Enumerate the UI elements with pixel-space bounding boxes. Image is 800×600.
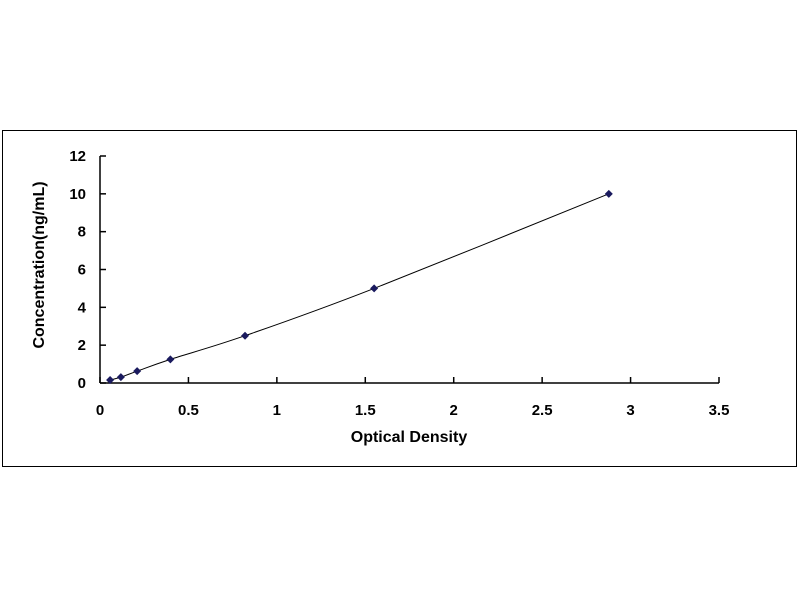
x-tick-label: 0.5 bbox=[178, 402, 199, 419]
x-tick-label: 1 bbox=[273, 402, 281, 419]
data-point bbox=[106, 376, 115, 385]
data-point bbox=[133, 367, 142, 376]
x-tick-label: 3 bbox=[626, 402, 634, 419]
x-tick-label: 3.5 bbox=[709, 402, 730, 419]
y-tick-label: 6 bbox=[78, 262, 86, 279]
data-point bbox=[166, 355, 175, 364]
data-point bbox=[604, 189, 613, 198]
x-tick-label: 2 bbox=[450, 402, 458, 419]
x-tick-label: 1.5 bbox=[355, 402, 376, 419]
x-tick-label: 2.5 bbox=[532, 402, 553, 419]
data-point bbox=[241, 331, 250, 340]
data-point bbox=[116, 373, 125, 382]
y-tick-label: 12 bbox=[69, 148, 86, 165]
y-axis-label: Concentration(ng/mL) bbox=[31, 181, 48, 348]
x-axis-label: Optical Density bbox=[351, 429, 468, 446]
data-point bbox=[370, 284, 379, 293]
y-tick-label: 2 bbox=[78, 337, 86, 354]
chart-frame bbox=[2, 130, 797, 467]
y-tick-label: 10 bbox=[69, 186, 86, 203]
y-tick-label: 0 bbox=[78, 375, 86, 392]
x-tick-label: 0 bbox=[96, 402, 104, 419]
y-tick-label: 8 bbox=[78, 224, 86, 241]
y-tick-label: 4 bbox=[78, 299, 87, 316]
